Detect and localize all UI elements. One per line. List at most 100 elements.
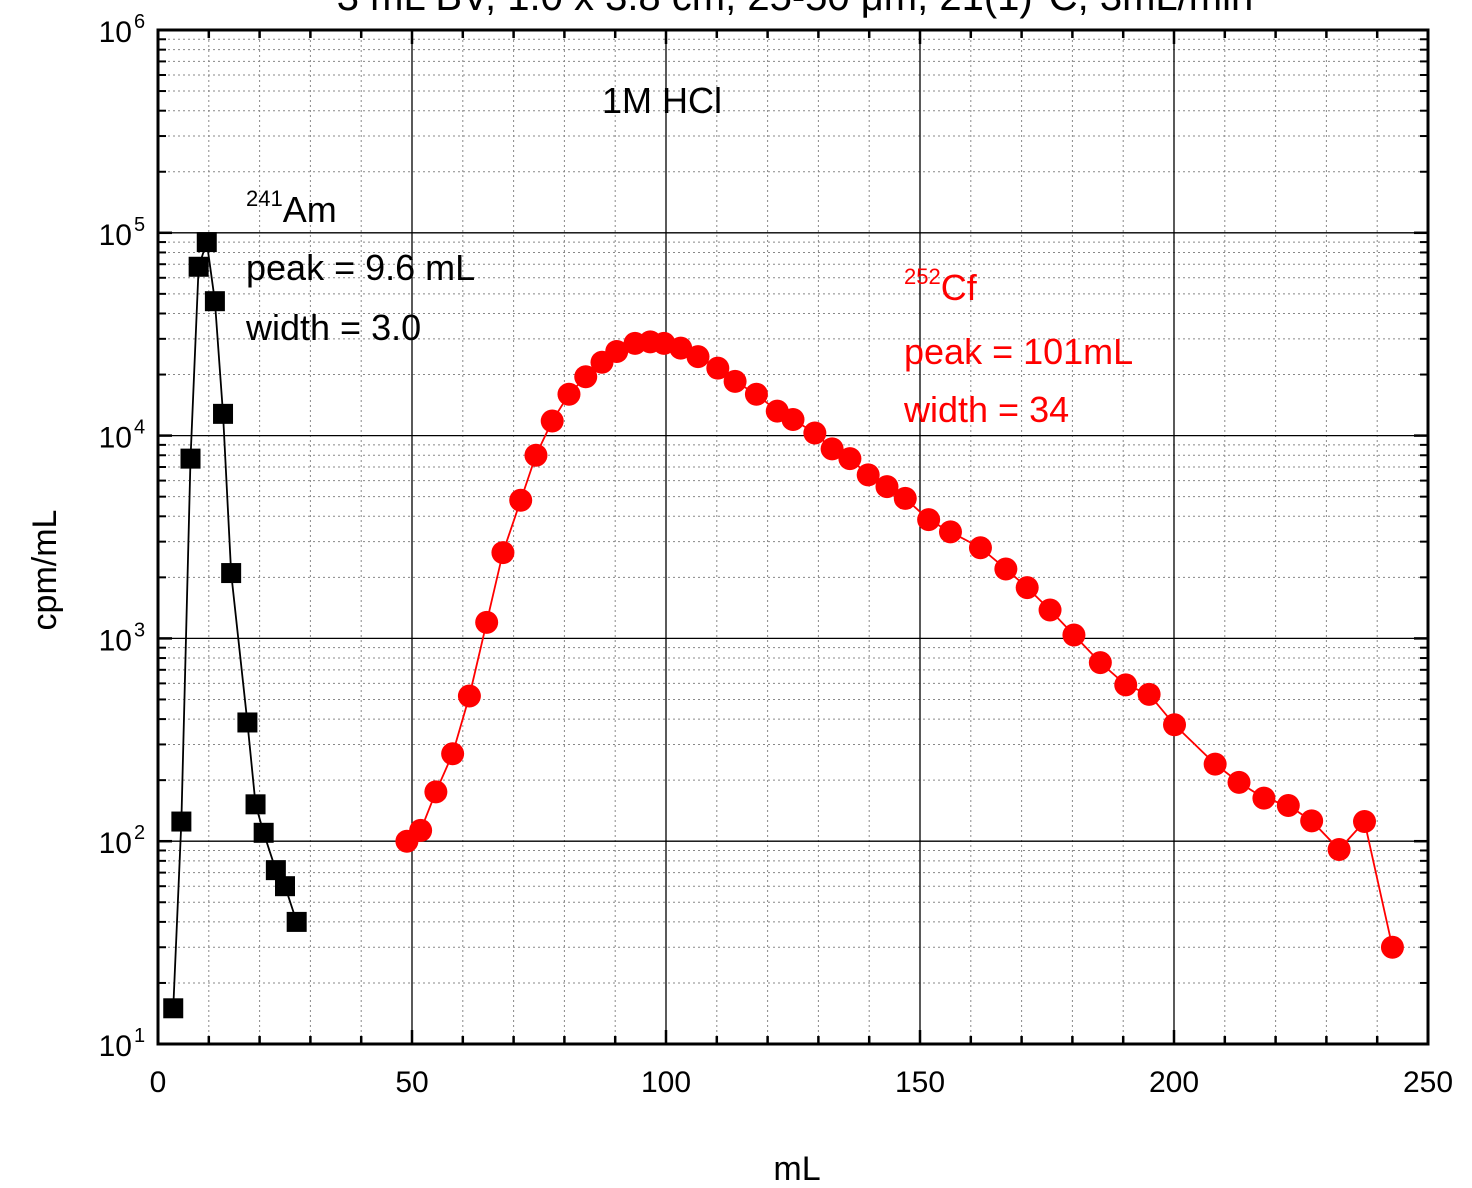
data-point bbox=[1015, 576, 1039, 600]
data-point bbox=[286, 911, 307, 932]
cf-element: Cf bbox=[941, 267, 978, 308]
data-point bbox=[524, 443, 548, 467]
axis-ticks bbox=[156, 28, 1430, 1046]
am-peak-label: peak = 9.6 mL bbox=[246, 247, 475, 288]
data-point bbox=[1137, 682, 1161, 706]
y-tick-exponent: 2 bbox=[134, 822, 145, 844]
am-width-label: width = 3.0 bbox=[245, 307, 421, 348]
data-point bbox=[1252, 786, 1276, 810]
y-tick-label: 10 bbox=[99, 219, 132, 252]
y-tick-exponent: 5 bbox=[134, 214, 145, 236]
x-tick-labels: 0 50 100 150 200 250 bbox=[150, 1066, 1453, 1099]
data-point bbox=[204, 291, 225, 312]
data-point bbox=[605, 339, 629, 363]
x-tick-label: 0 bbox=[150, 1066, 167, 1099]
data-point bbox=[180, 448, 201, 469]
series-layer bbox=[163, 232, 1404, 1019]
data-point bbox=[245, 794, 266, 815]
data-point bbox=[424, 780, 448, 804]
y-tick-exponent: 4 bbox=[134, 417, 145, 439]
am-isotope-label: 241Am bbox=[246, 186, 337, 230]
series-am241 bbox=[163, 232, 307, 1019]
y-tick-label: 10 bbox=[99, 16, 132, 49]
data-point bbox=[275, 876, 295, 897]
y-tick-base: 10 bbox=[99, 16, 132, 49]
data-point bbox=[1203, 752, 1227, 776]
data-point bbox=[509, 488, 533, 512]
series-cf252 bbox=[395, 330, 1404, 959]
data-point bbox=[457, 684, 481, 708]
cf-width-label: width = 34 bbox=[903, 389, 1069, 430]
am-element: Am bbox=[283, 189, 337, 230]
data-point bbox=[237, 712, 258, 733]
data-point bbox=[838, 447, 862, 471]
data-point bbox=[893, 486, 917, 510]
data-point bbox=[213, 403, 234, 424]
y-tick-base: 10 bbox=[99, 422, 132, 455]
y-tick-label: 10 bbox=[99, 827, 132, 860]
data-point bbox=[1062, 623, 1086, 647]
data-point bbox=[1276, 793, 1300, 817]
data-point bbox=[557, 382, 581, 406]
x-tick-label: 250 bbox=[1403, 1066, 1453, 1099]
data-point bbox=[221, 563, 242, 584]
series-line bbox=[406, 340, 1394, 948]
eluent-label: 1M HCl bbox=[602, 80, 722, 121]
data-point bbox=[1227, 770, 1251, 794]
cf-peak-label: peak = 101mL bbox=[904, 331, 1133, 372]
data-point bbox=[1038, 598, 1062, 622]
data-point bbox=[723, 369, 747, 393]
data-point bbox=[968, 536, 992, 560]
y-tick-label: 10 bbox=[99, 624, 132, 657]
data-point bbox=[1327, 838, 1351, 862]
x-tick-label: 50 bbox=[395, 1066, 428, 1099]
cf-isotope-label: 252Cf bbox=[904, 264, 978, 308]
minor-grid bbox=[158, 30, 1428, 1044]
data-point bbox=[475, 610, 499, 634]
x-axis-label: mL bbox=[773, 1150, 820, 1188]
y-tick-base: 10 bbox=[99, 219, 132, 252]
data-point bbox=[196, 232, 217, 253]
y-tick-exponent: 6 bbox=[134, 11, 145, 33]
data-point bbox=[706, 356, 730, 380]
y-tick-exponent: 3 bbox=[134, 619, 145, 641]
data-point bbox=[1114, 673, 1138, 697]
data-point bbox=[917, 508, 941, 532]
data-point bbox=[171, 811, 192, 832]
data-point bbox=[1353, 810, 1376, 834]
y-tick-base: 10 bbox=[99, 624, 132, 657]
y-tick-exponent: 1 bbox=[134, 1025, 145, 1047]
data-point bbox=[1380, 935, 1404, 959]
x-tick-label: 150 bbox=[895, 1066, 945, 1099]
data-point bbox=[188, 256, 209, 277]
data-point bbox=[265, 860, 286, 881]
x-tick-label: 100 bbox=[641, 1066, 691, 1099]
data-point bbox=[491, 541, 515, 565]
data-point bbox=[1300, 809, 1324, 833]
data-point bbox=[803, 421, 827, 445]
chart-title: 3 mL BV, 1.0 x 3.8 cm, 25-50 μm, 21(1)°C… bbox=[337, 0, 1253, 19]
data-point bbox=[409, 818, 433, 842]
data-point bbox=[1163, 713, 1187, 737]
data-point bbox=[441, 742, 465, 766]
data-point bbox=[574, 365, 598, 389]
data-point bbox=[1088, 651, 1112, 675]
y-tick-base: 10 bbox=[99, 827, 132, 860]
data-point bbox=[820, 437, 844, 461]
y-tick-base: 10 bbox=[99, 1030, 132, 1063]
data-point bbox=[253, 822, 274, 843]
data-point bbox=[875, 475, 899, 499]
data-point bbox=[744, 382, 768, 406]
y-axis-label: cpm/mL bbox=[26, 510, 64, 631]
data-point bbox=[686, 345, 710, 369]
cf-mass-number: 252 bbox=[904, 264, 941, 289]
major-grid bbox=[158, 30, 1428, 1044]
y-tick-label: 10 bbox=[99, 1030, 132, 1063]
x-tick-label: 200 bbox=[1149, 1066, 1199, 1099]
y-tick-label: 10 bbox=[99, 422, 132, 455]
data-point bbox=[540, 409, 564, 433]
data-point bbox=[163, 998, 184, 1019]
data-point bbox=[856, 463, 880, 487]
